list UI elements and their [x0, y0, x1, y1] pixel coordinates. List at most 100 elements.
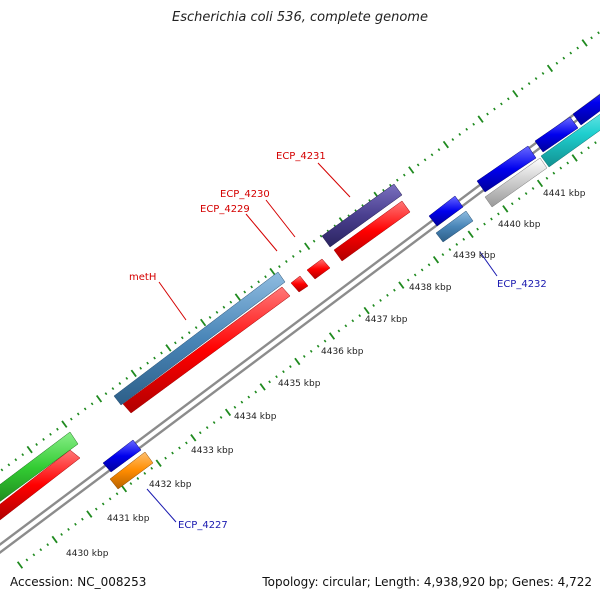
gene-label-ecp4231[interactable]: ECP_4231 [276, 151, 326, 162]
major-tick [477, 115, 484, 123]
major-tick [224, 408, 232, 417]
minor-tick [476, 227, 479, 231]
forward-features [0, 200, 411, 521]
major-tick [51, 535, 58, 544]
minor-tick [545, 176, 549, 180]
minor-tick [111, 387, 115, 391]
gene-label-ecp4229[interactable]: ECP_4229 [200, 204, 250, 215]
cds-red-ecp4230[interactable] [306, 258, 331, 280]
major-tick [165, 344, 172, 352]
minor-tick [517, 197, 521, 201]
minor-tick [490, 217, 493, 221]
cds-cyan-right[interactable] [540, 100, 600, 168]
minor-tick [465, 127, 469, 131]
cds-red-meth-region[interactable] [122, 286, 291, 414]
minor-tick [298, 249, 302, 253]
minor-tick [319, 234, 323, 238]
minor-tick [32, 553, 36, 557]
minor-tick [458, 132, 462, 136]
major-tick [546, 64, 554, 73]
minor-tick [205, 426, 209, 430]
minor-tick [580, 151, 583, 155]
minor-tick [187, 331, 191, 335]
minor-tick [389, 183, 392, 187]
minor-tick [289, 365, 292, 368]
minor-tick [393, 288, 396, 292]
tick-label: 4432 kbp [149, 480, 192, 490]
major-tick [269, 267, 276, 276]
gene-labels: ECP_4231 ECP_4230 ECP_4229 metH ECP_4232… [129, 151, 547, 531]
minor-tick [344, 324, 348, 328]
gene-label-ecp4227[interactable]: ECP_4227 [178, 520, 228, 531]
minor-tick [254, 390, 258, 394]
minor-tick [430, 153, 434, 157]
tick-label: 4435 kbp [278, 379, 321, 389]
major-tick [155, 459, 162, 467]
cds-red-left[interactable] [0, 449, 81, 521]
minor-tick [139, 366, 143, 370]
tick-label: 4436 kbp [321, 347, 364, 357]
minor-tick [282, 370, 285, 374]
tick-label: 4437 kbp [365, 315, 408, 325]
gene-meth-steel[interactable] [113, 271, 286, 406]
major-tick [581, 39, 588, 47]
cds-blue-4232[interactable] [428, 195, 464, 227]
minor-tick [247, 395, 251, 399]
minor-tick [427, 263, 431, 267]
minor-tick [208, 315, 212, 319]
minor-tick [559, 166, 563, 170]
minor-tick [472, 122, 475, 126]
minor-tick [441, 253, 445, 257]
minor-tick [462, 237, 466, 241]
minor-tick [386, 293, 389, 297]
minor-tick [150, 466, 154, 470]
minor-tick [413, 273, 417, 277]
minor-tick [21, 453, 25, 457]
minor-tick [46, 543, 50, 547]
major-tick [512, 89, 519, 98]
major-tick [190, 434, 197, 442]
major-tick [259, 383, 266, 391]
minor-tick [531, 187, 535, 190]
cds-orange-4227[interactable] [109, 451, 154, 490]
cds-grey-right[interactable] [484, 157, 548, 208]
minor-tick [379, 298, 382, 302]
minor-tick [486, 112, 489, 116]
minor-tick [94, 507, 98, 511]
minor-tick [275, 375, 278, 379]
gene-label-ecp4232[interactable]: ECP_4232 [497, 279, 547, 290]
major-tick [86, 510, 93, 518]
gene-label-meth[interactable]: metH [129, 272, 156, 283]
minor-tick [69, 417, 73, 421]
cds-blue-4227[interactable] [102, 439, 142, 473]
upper-features [0, 183, 403, 503]
cds-blue-right-1[interactable] [476, 145, 537, 193]
gene-label-ecp4230[interactable]: ECP_4230 [220, 189, 270, 200]
upper-tick-track [0, 31, 600, 472]
minor-tick [180, 336, 184, 340]
major-tick [408, 166, 415, 174]
cds-blue-right-2[interactable] [534, 116, 579, 153]
cds-green-left[interactable] [0, 431, 79, 503]
tick-label: 4438 kbp [409, 283, 452, 293]
cds-red-ecp4231[interactable] [333, 200, 411, 262]
cds-blue-right-3[interactable] [572, 80, 600, 126]
minor-tick [146, 361, 149, 365]
minor-tick [483, 222, 486, 226]
leader-meth [158, 281, 187, 321]
gene-ecp4231-purple[interactable] [321, 183, 403, 248]
accession-text: Accession: NC_008253 [10, 575, 147, 589]
minor-tick [590, 36, 593, 40]
major-tick [95, 394, 103, 403]
minor-tick [437, 148, 441, 152]
minor-tick [129, 482, 133, 486]
cds-red-ecp4229[interactable] [290, 275, 309, 293]
minor-tick [587, 146, 590, 150]
cds-steel-4232[interactable] [435, 210, 474, 243]
minor-tick [178, 446, 181, 450]
minor-tick [576, 46, 580, 50]
leader-ecp4229 [245, 213, 278, 252]
minor-tick [416, 163, 420, 167]
